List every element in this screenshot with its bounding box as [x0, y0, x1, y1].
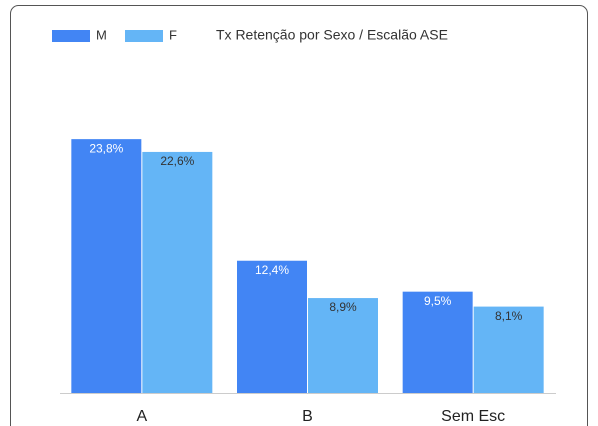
- bar: [473, 306, 544, 393]
- legend-swatch: [52, 30, 90, 42]
- data-label: 8,1%: [495, 309, 523, 323]
- data-label: 22,6%: [160, 154, 194, 168]
- data-label: 8,9%: [329, 300, 357, 314]
- data-label: 23,8%: [89, 141, 123, 155]
- bar: [308, 298, 378, 393]
- bar: [71, 139, 142, 393]
- legend-label: M: [96, 27, 107, 42]
- legend-label: F: [169, 27, 177, 42]
- chart-title: Tx Retenção por Sexo / Escalão ASE: [216, 27, 448, 43]
- data-label: 9,5%: [424, 294, 452, 308]
- bar: [142, 151, 213, 393]
- data-label: 12,4%: [255, 263, 289, 277]
- x-tick-label: Sem Esc: [441, 408, 505, 425]
- bar: [402, 291, 473, 393]
- legend-swatch: [125, 30, 163, 42]
- x-tick-label: B: [302, 408, 313, 425]
- x-tick-label: A: [136, 408, 147, 425]
- bar: [237, 260, 307, 393]
